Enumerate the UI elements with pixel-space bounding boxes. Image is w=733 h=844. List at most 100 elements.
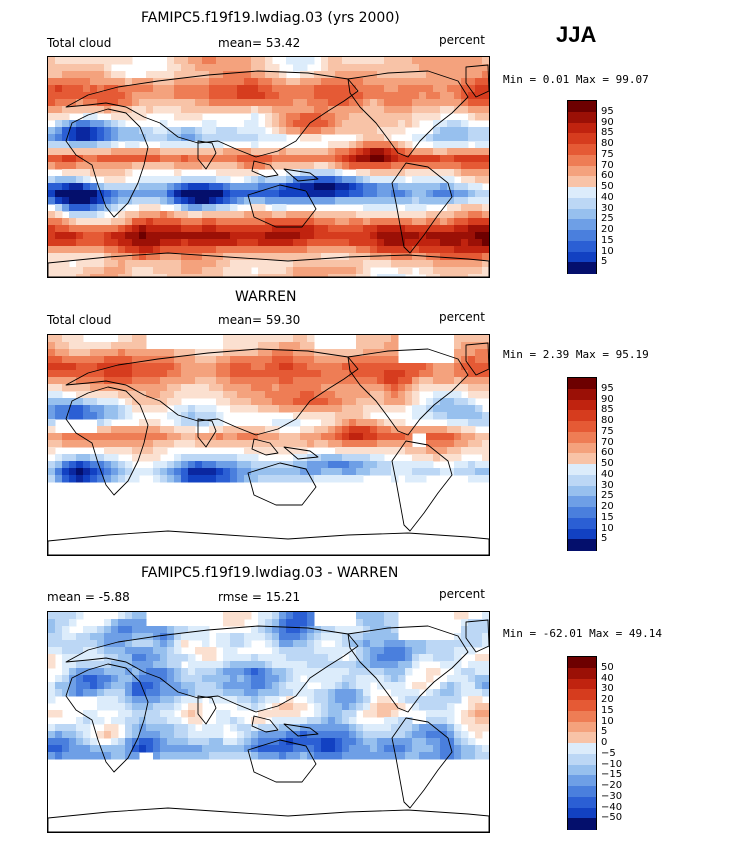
coastline-path (251, 715, 279, 733)
panel-1-variable-label: Total cloud (47, 36, 112, 50)
colorbar-tick-label: 5 (601, 256, 608, 268)
colorbar-tick-label: 10 (601, 522, 614, 534)
colorbar-swatch (568, 208, 596, 220)
coastline-path (197, 418, 217, 448)
panel-2-map (47, 334, 490, 556)
colorbar-swatch (568, 230, 596, 242)
colorbar-tick-label: 25 (601, 490, 614, 502)
colorbar-tick-label: 10 (601, 245, 614, 257)
colorbar-tick-label: 75 (601, 425, 614, 437)
colorbar-tick-label: 80 (601, 415, 614, 426)
colorbar-tick-label: 60 (601, 447, 614, 459)
coastline-path (65, 663, 149, 773)
colorbar-tick-label: 5 (601, 533, 608, 545)
panel-3-minmax: Min = -62.01 Max = 49.14 (503, 627, 662, 640)
coastline-path (65, 70, 359, 158)
colorbar-swatch (568, 700, 596, 712)
coastline-path (391, 162, 453, 254)
colorbar-swatch (568, 678, 596, 690)
map-field (48, 335, 489, 483)
colorbar-swatch (568, 251, 596, 263)
colorbar-tick-label: −15 (601, 769, 623, 781)
coastline-path (48, 807, 489, 832)
colorbar-tick-label: 20 (601, 501, 614, 512)
colorbar-swatch (568, 496, 596, 508)
colorbar-swatch (568, 378, 596, 390)
coastlines (48, 64, 489, 277)
colorbar-swatch (568, 764, 596, 776)
panel-1-units-label: percent (439, 33, 485, 47)
colorbar-swatch (568, 442, 596, 454)
panel-2-minmax: Min = 2.39 Max = 95.19 (503, 348, 649, 361)
panel-2-title: WARREN (235, 289, 297, 305)
coastline-path (65, 625, 359, 713)
colorbar-swatch (568, 240, 596, 253)
colorbar-swatch (568, 421, 596, 433)
colorbar-tick-label: 95 (601, 382, 614, 394)
colorbar-swatch (568, 410, 596, 422)
colorbar-swatch (568, 122, 596, 134)
colorbar-swatch (568, 807, 596, 819)
colorbar-tick-label: 80 (601, 138, 614, 149)
colorbar-tick-label: 20 (601, 694, 614, 705)
colorbar-tick-label: −5 (601, 747, 616, 759)
colorbar-tick-label: 90 (601, 393, 614, 405)
colorbar-tick-label: 20 (601, 224, 614, 235)
coastline-path (247, 184, 317, 228)
colorbar-swatch (568, 689, 596, 701)
colorbar-swatch (568, 187, 596, 199)
coastline-path (48, 530, 489, 555)
colorbar-swatch (568, 431, 596, 444)
panel-1-minmax: Min = 0.01 Max = 99.07 (503, 73, 649, 86)
coastline-path (391, 717, 453, 809)
coastline-path (251, 160, 279, 178)
colorbar-swatch (568, 507, 596, 519)
coastline-path (465, 64, 489, 98)
panel-2-mean-label: mean= 59.30 (218, 313, 301, 327)
season-label: JJA (556, 22, 597, 47)
colorbar-swatch (568, 753, 596, 766)
coastline-path (65, 348, 359, 436)
colorbar-tick-label: 85 (601, 127, 614, 139)
colorbar-swatch (568, 732, 596, 744)
panel-3-mean-label: mean = -5.88 (47, 590, 130, 604)
panel-2-colorbar: 95 90 85 80 75 70 60 50 40 30 25 20 15 10 5 (567, 377, 614, 551)
colorbar-swatch (568, 111, 596, 124)
colorbar-tick-label: 30 (601, 202, 614, 214)
coastlines (48, 342, 489, 555)
coastline-path (283, 446, 319, 460)
colorbar-tick-label: 50 (601, 661, 614, 673)
colorbar-swatch (568, 528, 596, 540)
coastline-path (247, 739, 317, 783)
coastline-path (65, 386, 149, 496)
colorbar-swatch (568, 474, 596, 487)
colorbar-tick-label: 60 (601, 170, 614, 182)
panel-3-rmse-label: rmse = 15.21 (218, 590, 301, 604)
colorbar-tick-label: 30 (601, 479, 614, 491)
colorbar-tick-label: 40 (601, 191, 614, 203)
colorbar-swatch (568, 539, 596, 551)
panel-3-title: FAMIPC5.f19f19.lwdiag.03 - WARREN (141, 565, 399, 581)
colorbar-swatch (568, 818, 596, 830)
coastlines (48, 619, 489, 832)
colorbar-tick-label: 25 (601, 213, 614, 225)
colorbar-tick-label: 50 (601, 181, 614, 192)
colorbar-swatch (568, 399, 596, 411)
colorbar-tick-label: 50 (601, 458, 614, 469)
colorbar-swatch (568, 721, 596, 733)
coastline-path (283, 723, 319, 737)
colorbar-swatch (568, 154, 596, 167)
colorbar-tick-label: −30 (601, 790, 623, 802)
panel-3-colorbar: 50 40 30 20 15 10 5 0 −5 −10 −15 −20 −30 −40 −50 (567, 656, 622, 830)
colorbar-swatch (568, 786, 596, 798)
panel-1-mean-label: mean= 53.42 (218, 36, 301, 50)
colorbar-swatch (568, 219, 596, 231)
coastline-path (247, 462, 317, 506)
panel-1-colorbar: 95 90 85 80 75 70 60 50 40 30 25 20 15 10 5 (567, 100, 614, 274)
colorbar-tick-label: −50 (601, 812, 623, 824)
colorbar-swatch (568, 667, 596, 680)
colorbar-swatch (568, 517, 596, 530)
colorbar-tick-label: 0 (601, 737, 608, 748)
map-field (48, 612, 489, 760)
colorbar-swatch (568, 197, 596, 210)
